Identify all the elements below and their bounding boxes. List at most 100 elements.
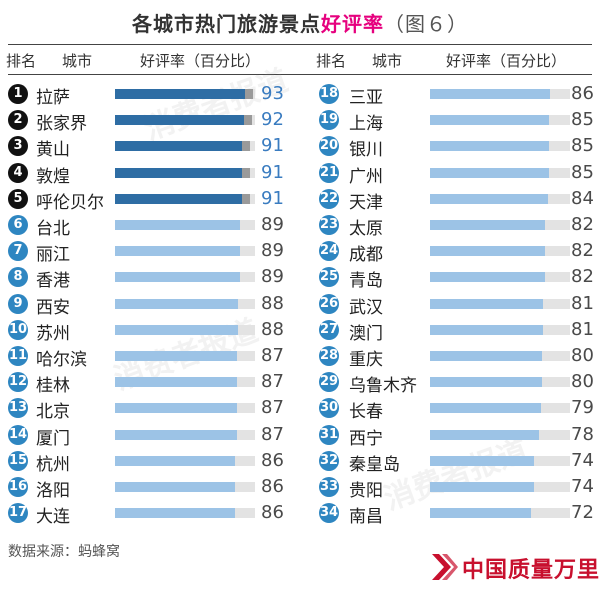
chart-row: 18 三亚 86 <box>0 81 600 108</box>
bar-track <box>430 324 570 335</box>
rank-badge: 18 <box>319 84 339 104</box>
bar <box>115 89 245 99</box>
bar-track <box>430 272 570 283</box>
chart-title-main: 各城市热门旅游景点 <box>132 12 321 36</box>
bar-track <box>115 220 255 230</box>
header-rate-right: 好评率（百分比） <box>446 52 567 70</box>
rank-badge: 15 <box>8 450 28 471</box>
bar-track <box>115 115 255 126</box>
bar <box>115 141 242 152</box>
value-label: 82 <box>571 214 594 235</box>
chart-row: 28 重庆 80 <box>0 343 600 370</box>
city-label: 成都 <box>349 245 383 266</box>
chart-row: 12 桂林 87 <box>0 369 600 396</box>
bar-track <box>115 377 255 388</box>
bar-track <box>115 167 255 178</box>
value-label: 87 <box>261 423 284 445</box>
rank-badge: 4 <box>8 162 28 183</box>
bar-track <box>430 115 570 126</box>
value-label: 85 <box>571 161 594 183</box>
city-label: 香港 <box>36 271 70 292</box>
value-label: 87 <box>261 345 284 366</box>
city-label: 敦煌 <box>36 166 70 187</box>
chart-row: 23 太原 82 <box>0 212 600 239</box>
value-label: 86 <box>261 449 284 471</box>
bar-track <box>430 246 570 257</box>
bar-track <box>430 167 570 178</box>
bar-track <box>430 298 570 309</box>
header-city-right: 城市 <box>372 52 403 70</box>
logo-mark-icon <box>432 554 458 580</box>
rank-badge: 29 <box>319 372 339 393</box>
bar <box>115 455 235 466</box>
value-label: 79 <box>571 397 594 419</box>
bar <box>115 246 240 257</box>
bar <box>430 298 543 309</box>
city-label: 大连 <box>36 507 70 528</box>
bar <box>115 115 244 126</box>
city-label: 洛阳 <box>36 481 70 501</box>
bar-track <box>430 429 570 440</box>
rank-badge: 8 <box>8 267 28 288</box>
bar-track <box>115 403 255 414</box>
chart-row: 9 西安 88 <box>0 291 600 318</box>
bar-track <box>430 141 570 152</box>
chart-row: 27 澳门 81 <box>0 317 600 344</box>
chart-row: 22 天津 84 <box>0 186 600 213</box>
rank-badge: 2 <box>8 110 28 131</box>
rank-badge: 5 <box>8 188 28 209</box>
chart-row: 34 南昌 72 <box>0 500 600 527</box>
bar-endcap <box>242 193 250 204</box>
header-city-left: 城市 <box>62 52 93 70</box>
value-label: 82 <box>571 266 594 288</box>
bar <box>430 455 534 466</box>
city-label: 呼伦贝尔 <box>36 192 104 213</box>
bar <box>430 429 539 440</box>
value-label: 81 <box>571 292 594 314</box>
chart-row: 25 青岛 82 <box>0 264 600 292</box>
rank-badge: 1 <box>8 84 28 104</box>
city-label: 武汉 <box>349 297 383 318</box>
value-label: 85 <box>571 109 594 131</box>
city-label: 乌鲁木齐 <box>349 376 417 397</box>
bar <box>430 482 534 492</box>
rank-badge: 24 <box>319 241 339 262</box>
bar <box>430 115 549 126</box>
city-label: 张家界 <box>36 114 87 135</box>
chart-row: 24 成都 82 <box>0 238 600 266</box>
city-label: 贵阳 <box>349 481 383 501</box>
chart-row: 14 厦门 87 <box>0 422 600 449</box>
bar <box>115 482 235 492</box>
bar-endcap <box>242 141 250 152</box>
rank-badge: 25 <box>319 267 339 288</box>
value-label: 91 <box>261 135 284 157</box>
rank-badge: 23 <box>319 215 339 235</box>
chart-row: 11 哈尔滨 87 <box>0 343 600 370</box>
value-label: 89 <box>261 266 284 288</box>
city-label: 青岛 <box>349 271 383 292</box>
bar-track <box>430 508 570 519</box>
bar <box>115 324 238 335</box>
bar-track <box>430 351 570 361</box>
rank-badge: 21 <box>319 162 339 183</box>
bar-endcap <box>244 115 252 126</box>
value-label: 87 <box>261 371 284 393</box>
chart-row: 19 上海 85 <box>0 107 600 134</box>
rank-badge: 6 <box>8 215 28 235</box>
chart-row: 20 银川 85 <box>0 133 600 160</box>
bar <box>430 89 550 99</box>
value-label: 85 <box>571 135 594 157</box>
city-label: 台北 <box>36 219 70 239</box>
chart-row: 31 西宁 78 <box>0 422 600 449</box>
bar <box>430 403 541 414</box>
rank-badge: 14 <box>8 424 28 445</box>
value-label: 88 <box>261 318 284 340</box>
bar-track <box>430 403 570 414</box>
bar-track <box>115 429 255 440</box>
rank-badge: 30 <box>319 398 339 419</box>
bar-track <box>115 508 255 519</box>
city-label: 丽江 <box>36 245 70 266</box>
rank-badge: 20 <box>319 136 339 157</box>
rank-badge: 9 <box>8 293 28 314</box>
chart-row: 29 乌鲁木齐 80 <box>0 369 600 397</box>
